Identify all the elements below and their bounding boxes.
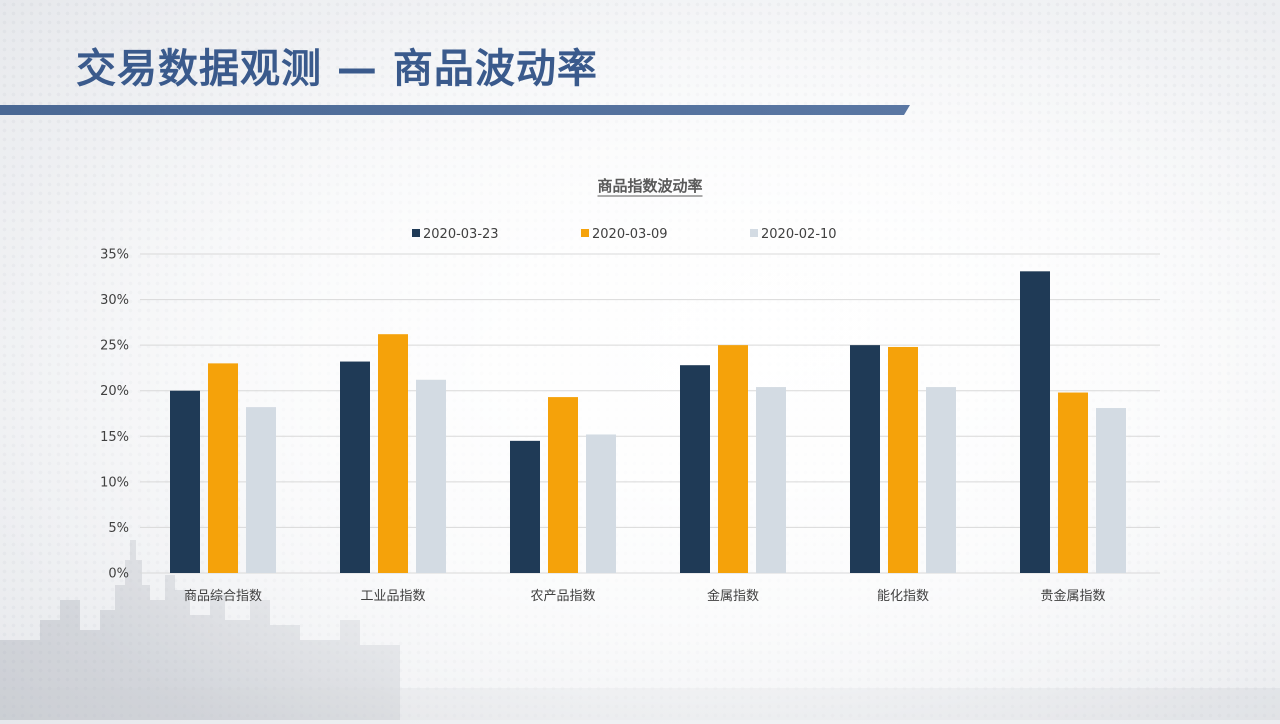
bar — [208, 363, 238, 573]
page-title: 交易数据观测 — 商品波动率 — [76, 46, 598, 92]
bar — [1020, 271, 1050, 573]
bar — [1096, 408, 1126, 573]
bar — [850, 345, 880, 573]
y-tick-label: 5% — [108, 521, 129, 536]
bar — [926, 387, 956, 573]
y-tick-label: 20% — [100, 384, 129, 399]
x-tick-label: 商品综合指数 — [184, 589, 262, 604]
legend-label: 2020-03-23 — [423, 227, 499, 242]
bar — [510, 440, 540, 573]
legend-label: 2020-02-10 — [761, 227, 837, 242]
bar — [718, 345, 748, 573]
bar — [170, 390, 200, 573]
x-tick-label: 农产品指数 — [530, 589, 595, 604]
chart-title: 商品指数波动率 — [597, 177, 702, 195]
legend-label: 2020-03-09 — [592, 227, 668, 242]
bar — [378, 334, 408, 573]
header: 交易数据观测 — 商品波动率 — [0, 0, 1280, 120]
bar — [756, 387, 786, 573]
title-underline-bar — [0, 105, 910, 115]
bar — [1058, 392, 1088, 573]
bar — [340, 361, 370, 573]
legend-swatch — [581, 229, 589, 237]
bar — [888, 346, 918, 573]
y-tick-label: 25% — [100, 339, 129, 354]
y-tick-label: 0% — [108, 567, 129, 582]
y-tick-label: 15% — [100, 430, 129, 445]
bar — [548, 397, 578, 573]
legend-swatch — [750, 229, 758, 237]
bar — [586, 434, 616, 573]
y-tick-label: 30% — [100, 293, 129, 308]
x-tick-label: 工业品指数 — [360, 589, 425, 604]
y-tick-label: 35% — [100, 248, 129, 263]
bar — [416, 379, 446, 573]
y-tick-label: 10% — [100, 475, 129, 490]
legend-swatch — [412, 229, 420, 237]
bar — [246, 407, 276, 573]
bar — [680, 365, 710, 573]
x-tick-label: 金属指数 — [707, 588, 759, 604]
x-tick-label: 能化指数 — [877, 589, 929, 604]
x-tick-label: 贵金属指数 — [1040, 588, 1105, 604]
